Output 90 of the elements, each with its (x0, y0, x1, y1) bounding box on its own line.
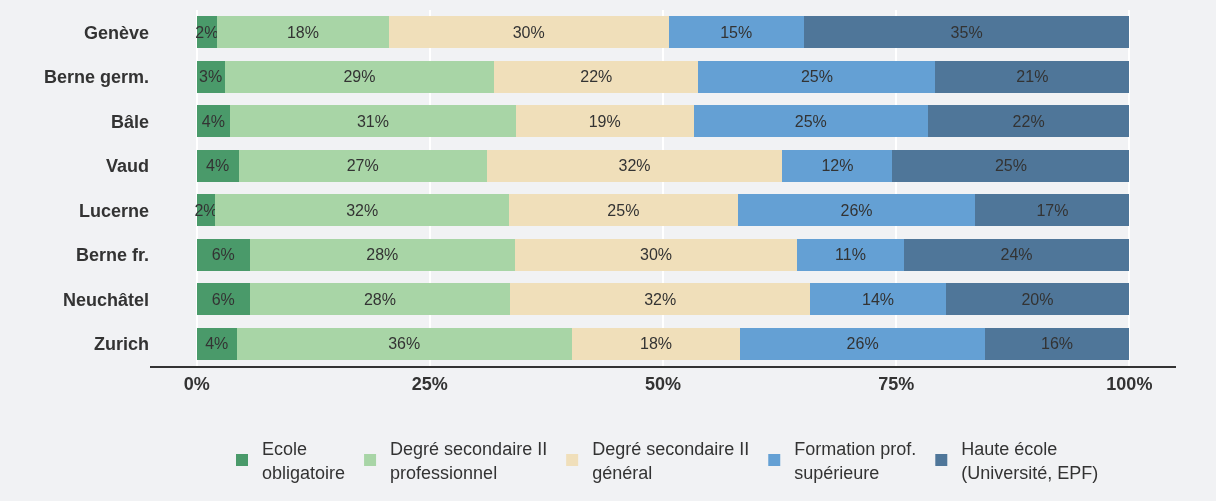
data-label: 6% (211, 246, 235, 264)
y-tick-label: Lucerne (78, 200, 149, 221)
data-label: 26% (846, 335, 879, 353)
data-label: 18% (286, 23, 319, 41)
legend-label: Degré secondaire II général (592, 439, 750, 483)
bar (737, 194, 976, 227)
bar (217, 16, 389, 49)
x-tick-label: 25% (411, 373, 448, 394)
data-label: 15% (720, 23, 753, 41)
y-tick-label: Zurich (93, 334, 149, 355)
data-label: 3% (199, 68, 223, 86)
data-label: 25% (794, 112, 827, 130)
y-tick-label: Neuchâtel (62, 289, 149, 310)
data-label: 25% (800, 68, 833, 86)
data-label: 17% (1036, 201, 1069, 219)
data-label: 12% (821, 157, 854, 175)
bar (782, 149, 893, 182)
bar (494, 60, 699, 93)
bar (698, 60, 936, 93)
data-label: 22% (580, 68, 613, 86)
data-label: 28% (366, 246, 399, 264)
data-label: 31% (356, 112, 389, 130)
bar (740, 327, 985, 360)
data-label: 4% (201, 112, 225, 130)
bar (693, 105, 928, 138)
data-label: 32% (644, 290, 677, 308)
y-tick-label: Berne germ. (43, 67, 149, 88)
data-label: 25% (994, 157, 1027, 175)
bar (927, 105, 1130, 138)
legend-label: Ecole obligatoire (262, 439, 346, 483)
x-tick-label: 100% (1106, 373, 1153, 394)
bar (935, 60, 1130, 93)
data-label: 19% (588, 112, 621, 130)
bar (803, 16, 1130, 49)
y-tick-label: Berne fr. (75, 245, 149, 266)
bar (903, 238, 1130, 271)
data-label: 18% (639, 335, 673, 353)
y-tick-label: Bâle (110, 111, 149, 132)
data-label: 35% (950, 23, 983, 41)
bar (224, 60, 495, 93)
data-label: 30% (512, 23, 545, 41)
data-label: 32% (618, 157, 651, 175)
bar (236, 327, 572, 360)
bar (892, 149, 1130, 182)
bar (249, 283, 511, 316)
data-label: 22% (1012, 112, 1045, 130)
bar (215, 194, 510, 227)
bar (571, 327, 741, 360)
bar (514, 238, 798, 271)
x-tick-label: 0% (183, 373, 210, 394)
y-tick-label: Genève (83, 22, 149, 43)
data-label: 14% (861, 290, 895, 308)
bar (509, 194, 738, 227)
data-label: 4% (205, 335, 229, 353)
bar (238, 149, 487, 182)
bar (975, 194, 1130, 227)
data-label: 32% (346, 201, 379, 219)
legend-label: Degré secondaire II professionnel (390, 439, 548, 483)
data-label: 28% (363, 290, 396, 308)
data-label: 21% (1016, 68, 1049, 86)
data-label: 24% (1000, 246, 1033, 264)
bar (515, 105, 694, 138)
data-label: 26% (840, 201, 873, 219)
bar (668, 16, 804, 49)
legend-label: Haute école (Université, EPF) (961, 439, 1099, 483)
bar (230, 105, 516, 138)
bar (196, 238, 250, 271)
y-tick-label: Vaud (105, 156, 149, 177)
data-label: 6% (211, 290, 235, 308)
bar (945, 283, 1130, 316)
bar (249, 238, 515, 271)
bar (486, 149, 783, 182)
legend-label: Formation prof. supérieure (794, 439, 917, 483)
data-label: 27% (346, 157, 379, 175)
data-label: 30% (639, 246, 673, 264)
bar (196, 283, 250, 316)
x-tick-label: 75% (878, 373, 915, 394)
x-tick-label: 50% (644, 373, 682, 394)
data-label: 20% (1021, 290, 1054, 308)
bar (810, 283, 946, 316)
bar (388, 16, 669, 49)
bar (797, 238, 904, 271)
data-label: 29% (343, 68, 376, 86)
data-label: 16% (1041, 335, 1074, 353)
data-label: 25% (607, 201, 640, 219)
bar (510, 283, 811, 316)
data-label: 36% (388, 335, 421, 353)
bar (984, 327, 1130, 360)
data-label: 4% (206, 157, 230, 175)
data-label: 11% (835, 246, 866, 264)
